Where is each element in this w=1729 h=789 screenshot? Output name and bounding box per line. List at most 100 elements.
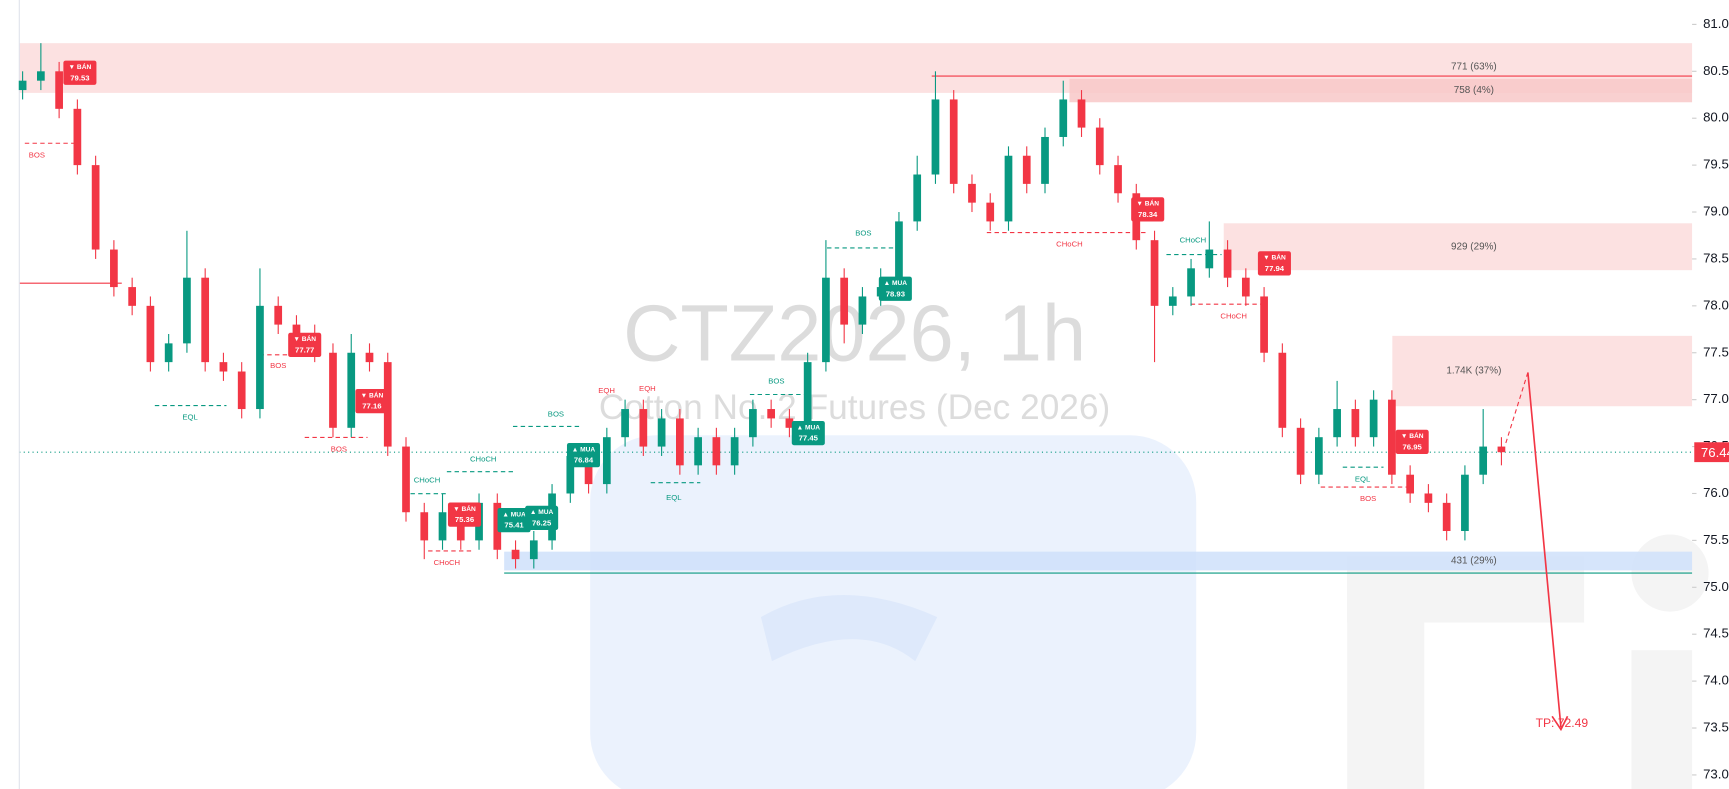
- candle-body: [1187, 268, 1195, 297]
- signal-label: ▲ MUA: [502, 511, 526, 518]
- candle-body: [621, 409, 629, 438]
- candle-body: [566, 455, 575, 494]
- candles: [18, 43, 1506, 569]
- signal-badge: [878, 276, 912, 301]
- candle-body: [1424, 493, 1433, 503]
- y-tick-label: 78.00: [1703, 297, 1729, 312]
- y-tick-label: 81.00: [1703, 16, 1729, 31]
- candle-body: [1388, 399, 1396, 475]
- structure-label: BOS: [548, 409, 564, 418]
- candle-body: [1114, 165, 1122, 194]
- zone-label: 929 (29%): [1451, 241, 1497, 252]
- signal-price: 78.34: [1138, 210, 1158, 219]
- signal-badge: [525, 505, 559, 531]
- candle-body: [1406, 474, 1415, 494]
- last-price-label: 76.44: [1701, 445, 1729, 460]
- signal-badge: [566, 442, 601, 468]
- candle-body: [1205, 249, 1214, 269]
- candle-body: [1278, 352, 1287, 428]
- candle-body: [511, 549, 520, 560]
- signal-badge: [288, 332, 322, 358]
- candle-body: [402, 446, 410, 513]
- candle-body: [1077, 99, 1086, 128]
- candle-body: [1497, 446, 1506, 453]
- signal-badge: [355, 388, 389, 414]
- y-tick-label: 75.50: [1703, 532, 1729, 547]
- candle-body: [110, 249, 118, 288]
- candle-body: [1333, 409, 1341, 438]
- candle-body: [822, 277, 830, 363]
- signal-label: ▲ MUA: [530, 509, 554, 516]
- price-axis: 81.00 80.50 80.00 79.50 79.00 78.50 78.00 77.50…: [1692, 16, 1729, 781]
- candle-body: [420, 512, 429, 541]
- candle-body: [1022, 155, 1031, 184]
- candle-body: [968, 183, 976, 203]
- signal-price: 76.95: [1403, 442, 1423, 451]
- signal-label: ▲ MUA: [572, 446, 596, 453]
- structure-label: CHoCH: [1180, 235, 1207, 244]
- zone-label: 431 (29%): [1451, 556, 1497, 567]
- signal-badge: [791, 420, 825, 446]
- candle-body: [329, 352, 337, 428]
- signal-badge: [447, 502, 482, 527]
- candle-body: [840, 277, 849, 325]
- candle-body: [1260, 296, 1268, 353]
- signal-badge: [497, 508, 531, 533]
- candle-body: [1461, 474, 1469, 532]
- candle-body: [183, 277, 191, 344]
- candle-body: [347, 352, 356, 428]
- candle-body: [55, 71, 63, 109]
- signal-price: 76.84: [574, 456, 594, 465]
- y-tick-label: 75.00: [1703, 579, 1729, 594]
- signal-price: 77.94: [1265, 264, 1285, 273]
- signal-label: ▼ BÁN: [453, 504, 476, 513]
- candle-body: [1369, 399, 1378, 438]
- y-tick-label: 80.00: [1703, 110, 1729, 125]
- signal-price: 76.25: [532, 518, 552, 527]
- candle-body: [785, 418, 794, 428]
- y-tick-label: 79.50: [1703, 157, 1729, 172]
- candle-body: [529, 540, 538, 560]
- candle-body: [767, 409, 776, 419]
- candle-body: [219, 362, 228, 372]
- target-value: 72.49: [1558, 716, 1589, 730]
- signal-label: ▲ MUA: [884, 280, 908, 287]
- candle-body: [749, 409, 757, 438]
- structure-label: CHoCH: [1220, 311, 1247, 320]
- candle-body: [986, 202, 995, 222]
- signal-label: ▼ BÁN: [69, 62, 92, 71]
- candle-body: [1223, 249, 1232, 278]
- zone-label: 1.74K (37%): [1446, 366, 1501, 377]
- candle-body: [493, 502, 502, 550]
- candle-body: [1150, 240, 1159, 306]
- zone-label: 771 (63%): [1451, 62, 1497, 73]
- candle-body: [712, 437, 721, 466]
- watermark-title: CTZ2026, 1h: [623, 288, 1086, 377]
- candle-body: [365, 352, 374, 363]
- structure-label: BOS: [855, 229, 871, 238]
- candle-body: [639, 409, 648, 447]
- candle-body: [1241, 277, 1250, 297]
- candle-body: [1351, 409, 1360, 438]
- structure-label: CHoCH: [414, 475, 441, 484]
- y-tick-label: 76.00: [1703, 485, 1729, 500]
- structure-label: EQH: [598, 386, 615, 395]
- candle-body: [256, 305, 264, 410]
- y-tick-label: 77.50: [1703, 344, 1729, 359]
- candle-body: [1296, 427, 1305, 475]
- candle-body: [292, 324, 301, 334]
- target-prefix: TP:: [1536, 716, 1555, 730]
- y-tick-label: 73.50: [1703, 720, 1729, 735]
- candle-body: [1041, 136, 1049, 184]
- zone: [1223, 223, 1693, 271]
- structure-label: BOS: [1360, 494, 1376, 503]
- y-tick-label: 73.00: [1703, 766, 1729, 781]
- structure-label: CHoCH: [434, 558, 461, 567]
- candle-body: [803, 362, 812, 428]
- structure-label: EQL: [182, 413, 198, 422]
- signal-badge: [1395, 429, 1429, 455]
- candle-body: [73, 108, 82, 166]
- structure-label: CHoCH: [470, 455, 497, 464]
